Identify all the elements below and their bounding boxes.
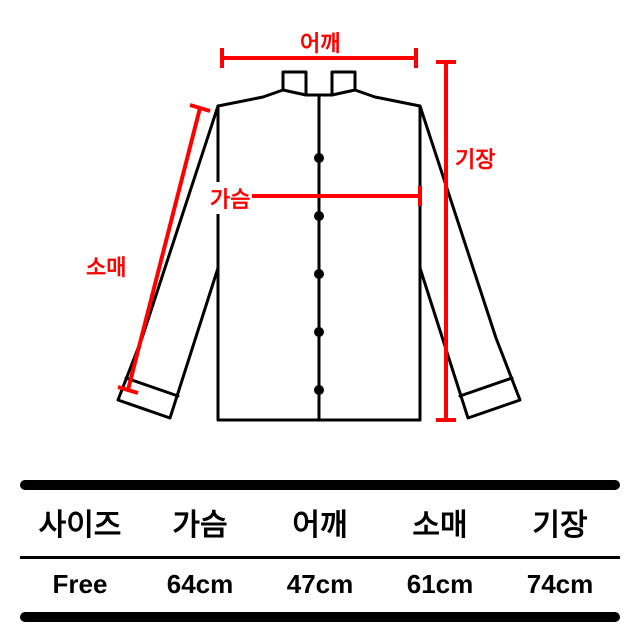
shoulder-label: 어깨 (300, 26, 340, 58)
table-top-border (20, 480, 620, 490)
table-cell: 74cm (500, 569, 620, 600)
table-header-cell: 어깨 (260, 500, 380, 544)
chest-label: 가슴 (208, 182, 252, 214)
table-header-row: 사이즈 가슴 어깨 소매 기장 (20, 490, 620, 556)
table-header-cell: 소매 (380, 500, 500, 544)
table-cell: 64cm (140, 569, 260, 600)
sleeve-label: 소매 (86, 250, 126, 282)
table-bottom-border (20, 612, 620, 622)
table-cell: Free (20, 569, 140, 600)
garment-diagram: 어깨 기장 가슴 소매 (0, 0, 640, 470)
garment-svg (0, 0, 640, 470)
length-label: 기장 (455, 142, 495, 174)
table-header-cell: 가슴 (140, 500, 260, 544)
table-header-cell: 사이즈 (20, 500, 140, 544)
table-row: Free 64cm 47cm 61cm 74cm (20, 559, 620, 612)
size-table: 사이즈 가슴 어깨 소매 기장 Free 64cm 47cm 61cm 74cm (20, 480, 620, 622)
table-cell: 61cm (380, 569, 500, 600)
table-cell: 47cm (260, 569, 380, 600)
table-header-cell: 기장 (500, 500, 620, 544)
jacket-outline (118, 72, 520, 420)
